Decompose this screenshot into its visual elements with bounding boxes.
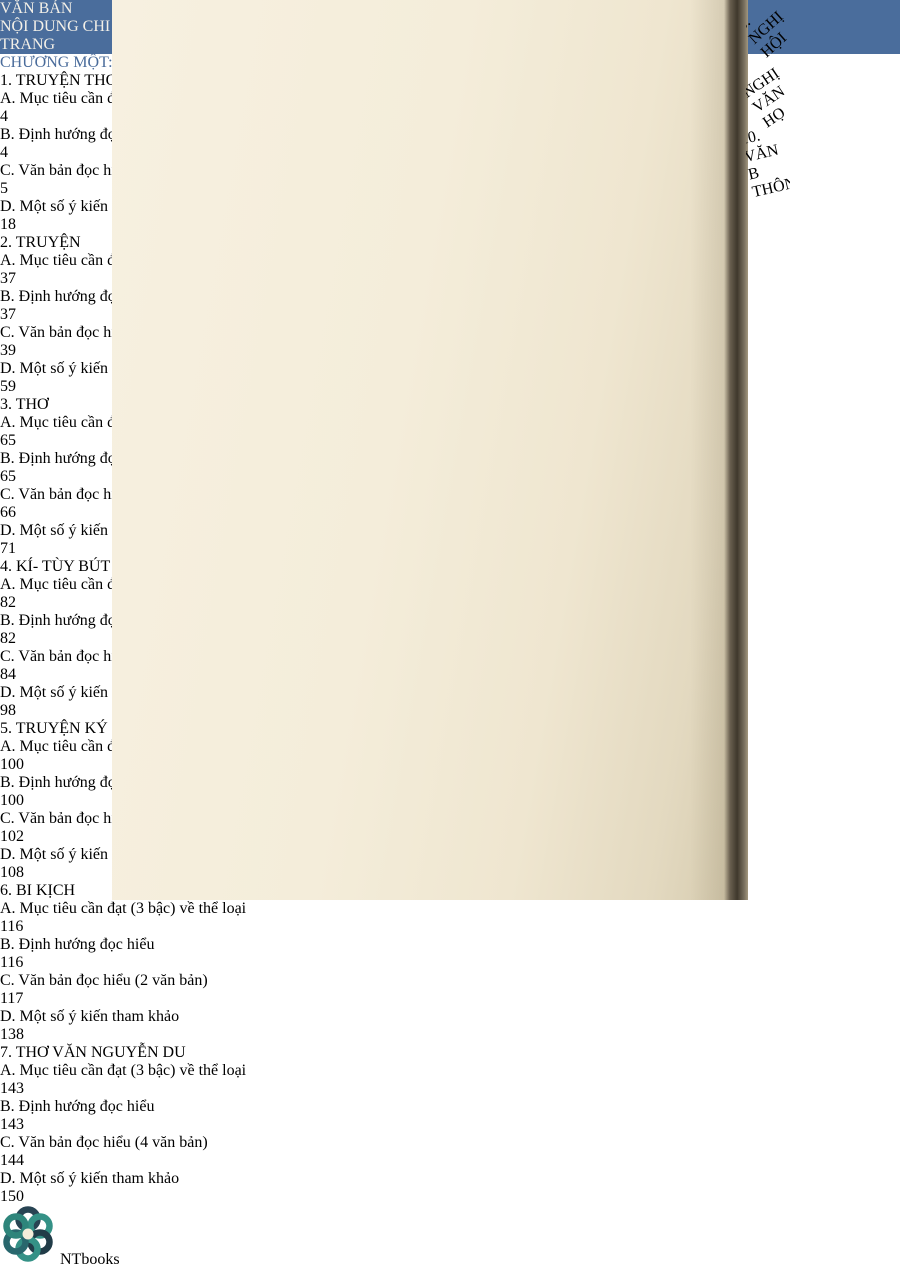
section-rows: A. Mục tiêu cần đạt (3 bậc) về thể loại … — [0, 1062, 900, 1206]
section-label: 6. BI KỊCH — [0, 882, 76, 899]
row-page-number: 82 — [0, 630, 16, 647]
section-label: 3. THƠ — [0, 396, 49, 413]
section-label: 5. TRUYỆN KÝ — [0, 720, 108, 737]
row-page-number: 143 — [0, 1080, 24, 1097]
row-content: A. Mục tiêu cần đạt (3 bậc) về thể loại — [0, 900, 247, 917]
row-content: B. Định hướng đọc hiểu — [0, 936, 155, 953]
toc-row: D. Một số ý kiến tham khảo 150 — [0, 1170, 900, 1206]
header-cell-noi-dung: NỘI DUNG CHI TIẾT — [0, 18, 149, 35]
next-page-text-fragment: 10. VĂN B THÔNG — [746, 127, 790, 202]
row-page-number: 116 — [0, 954, 24, 971]
row-content: D. Một số ý kiến tham khảo — [0, 1008, 180, 1025]
row-page-number: 100 — [0, 792, 24, 809]
next-page-edge: 8. NGHỊ HỘI 9. NGHỊ VĂN HỌ 10. VĂN B THÔ… — [746, 0, 790, 900]
row-content: B. Định hướng đọc hiểu — [0, 1098, 155, 1115]
row-page-number: 143 — [0, 1116, 24, 1133]
row-page-number: 37 — [0, 270, 16, 287]
row-page-number: 37 — [0, 306, 16, 323]
row-page-number: 98 — [0, 702, 16, 719]
row-page-number: 39 — [0, 342, 16, 359]
row-page-number: 144 — [0, 1152, 24, 1169]
toc-row: D. Một số ý kiến tham khảo 138 — [0, 1008, 900, 1044]
header-cell-trang: TRANG — [0, 36, 56, 53]
toc-row: A. Mục tiêu cần đạt (3 bậc) về thể loại … — [0, 1062, 900, 1098]
toc-row: C. Văn bản đọc hiểu (4 văn bản) 144 — [0, 1134, 900, 1170]
row-page-number: 71 — [0, 540, 16, 557]
toc-section: 7. THƠ VĂN NGUYỄN DU A. Mục tiêu cần đạt… — [0, 1044, 900, 1206]
next-page-text-fragment: 9. NGHỊ VĂN HỌ — [746, 65, 789, 132]
row-page-number: 65 — [0, 468, 16, 485]
ntbooks-logo: NTbooks — [0, 1206, 900, 1269]
section-label: 4. KÍ- TÙY BÚT — [0, 558, 111, 575]
row-page-number: 18 — [0, 216, 16, 233]
toc-section: 6. BI KỊCH A. Mục tiêu cần đạt (3 bậc) v… — [0, 882, 900, 1044]
toc-row: C. Văn bản đọc hiểu (2 văn bản) 117 — [0, 972, 900, 1008]
row-page-number: 4 — [0, 144, 8, 161]
section-rows: A. Mục tiêu cần đạt (3 bậc) về thể loại … — [0, 900, 900, 1044]
row-page-number: 100 — [0, 756, 24, 773]
row-page-number: 117 — [0, 990, 24, 1007]
row-page-number: 102 — [0, 828, 24, 845]
row-content: C. Văn bản đọc hiểu (4 văn bản) — [0, 1134, 208, 1151]
row-page-number: 150 — [0, 1188, 24, 1205]
section-label: 1. TRUYỆN THƠ — [0, 72, 118, 89]
row-page-number: 5 — [0, 180, 8, 197]
row-page-number: 66 — [0, 504, 16, 521]
toc-row: A. Mục tiêu cần đạt (3 bậc) về thể loại … — [0, 900, 900, 936]
toc-row: B. Định hướng đọc hiểu 116 — [0, 936, 900, 972]
row-content: D. Một số ý kiến tham khảo — [0, 1170, 180, 1187]
header-cell-van-ban: VĂN BẢN — [0, 0, 73, 17]
row-page-number: 4 — [0, 108, 8, 125]
toc-row: B. Định hướng đọc hiểu 143 — [0, 1098, 900, 1134]
row-page-number: 82 — [0, 594, 16, 611]
ntbooks-logo-text: NTbooks — [60, 1251, 120, 1268]
row-content: C. Văn bản đọc hiểu (2 văn bản) — [0, 972, 208, 989]
row-page-number: 84 — [0, 666, 16, 683]
row-page-number: 116 — [0, 918, 24, 935]
book-spine-shadow — [724, 0, 748, 900]
section-label: 2. TRUYỆN — [0, 234, 81, 251]
row-page-number: 59 — [0, 378, 16, 395]
book-page — [112, 0, 746, 900]
section-label: 7. THƠ VĂN NGUYỄN DU — [0, 1044, 186, 1061]
row-page-number: 138 — [0, 1026, 24, 1043]
ntbooks-flower-icon — [0, 1206, 60, 1268]
row-content: A. Mục tiêu cần đạt (3 bậc) về thể loại — [0, 1062, 247, 1079]
row-page-number: 65 — [0, 432, 16, 449]
row-page-number: 108 — [0, 864, 24, 881]
